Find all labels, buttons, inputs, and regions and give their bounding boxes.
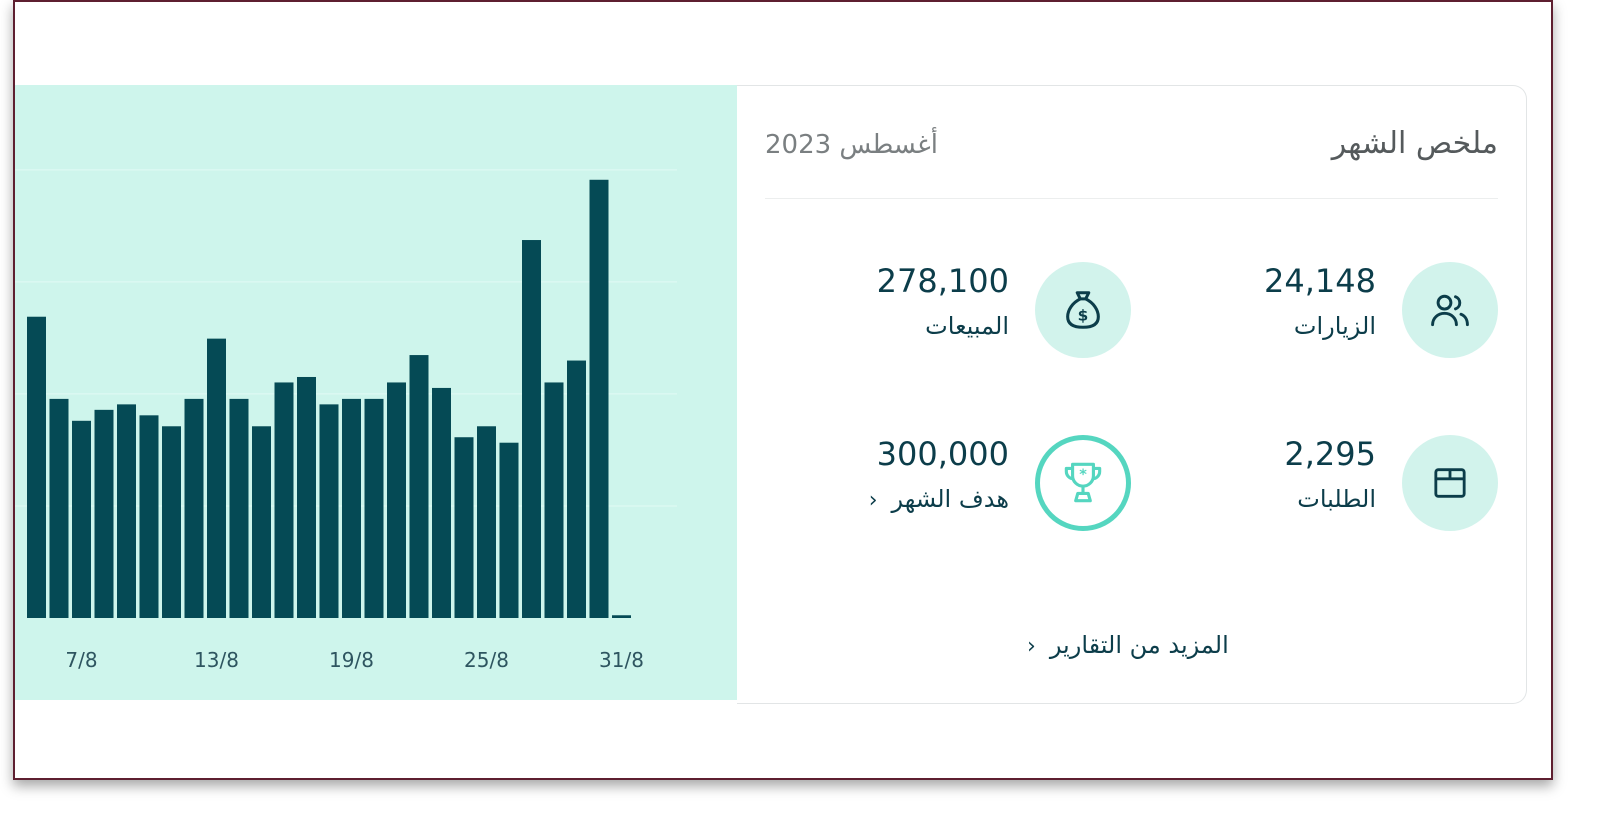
bar-28/8 (544, 382, 564, 618)
sales-icon-circle: $ (1035, 262, 1131, 358)
bar-15/8 (252, 426, 271, 618)
visits-value: 24,148 (1264, 262, 1376, 300)
bar-9/8 (117, 404, 136, 618)
goal-value: 300,000 (876, 435, 1009, 473)
bar-19/8 (342, 398, 361, 618)
bar-12/8 (184, 398, 204, 618)
svg-text:$: $ (1078, 307, 1089, 325)
sales-value: 278,100 (876, 262, 1009, 300)
more-reports-link[interactable]: المزيد من التقارير ‹ (1027, 631, 1229, 659)
goal-progress-ring: * (1035, 435, 1131, 531)
bar-29/8 (567, 360, 586, 618)
stat-goal: * 300,000 هدف الشهر ‹ (771, 429, 1131, 539)
bar-30/8 (589, 179, 609, 618)
orders-icon-circle (1402, 435, 1498, 531)
goal-link[interactable]: هدف الشهر ‹ (869, 485, 1009, 513)
divider (765, 198, 1498, 199)
bar-26/8 (499, 442, 519, 618)
svg-text:*: * (1079, 466, 1087, 483)
bar-22/8 (409, 355, 429, 618)
bar-16/8 (274, 382, 294, 618)
x-tick-label: 7/8 (65, 648, 97, 672)
x-tick-label: 13/8 (194, 648, 239, 672)
bar-13/8 (207, 338, 226, 618)
more-reports-label: المزيد من التقارير (1049, 631, 1229, 659)
bar-21/8 (387, 382, 406, 618)
orders-value: 2,295 (1284, 435, 1376, 473)
bar-27/8 (522, 240, 541, 619)
bar-7/8 (72, 420, 91, 618)
bar-23/8 (432, 387, 451, 618)
users-icon (1428, 288, 1472, 332)
stat-orders: 2,295 الطلبات (1138, 429, 1498, 539)
sales-label: المبيعات (925, 312, 1009, 340)
daily-chart: 7/8 13/8 19/8 25/8 31/8 (15, 85, 737, 700)
money-bag-icon: $ (1060, 287, 1106, 333)
x-tick-label: 19/8 (329, 648, 374, 672)
orders-label: الطلبات (1297, 485, 1376, 513)
bar-31/8 (612, 615, 631, 618)
bar-10/8 (139, 415, 159, 618)
stat-visits: 24,148 الزيارات (1138, 256, 1498, 366)
bar-chart-svg: 7/8 13/8 19/8 25/8 31/8 (15, 169, 677, 672)
window-frame: 7/8 13/8 19/8 25/8 31/8 ملخص الشهر أغسطس 202… (13, 0, 1553, 780)
bar-25/8 (477, 426, 496, 618)
stat-sales: $ 278,100 المبيعات (771, 256, 1131, 366)
card-date: أغسطس 2023 (765, 130, 938, 160)
chevron-left-icon: ‹ (868, 488, 878, 513)
bar-8/8 (94, 409, 114, 618)
bar-6/8 (49, 398, 69, 618)
bar-14/8 (229, 398, 249, 618)
bar-20/8 (364, 398, 384, 618)
card-title: ملخص الشهر (1331, 126, 1498, 161)
x-tick-label: 25/8 (464, 648, 509, 672)
x-tick-label: 31/8 (599, 648, 644, 672)
trophy-icon: * (1058, 458, 1108, 508)
bar-18/8 (319, 404, 339, 618)
goal-label: هدف الشهر (891, 485, 1009, 513)
box-icon (1430, 463, 1470, 503)
visits-icon-circle (1402, 262, 1498, 358)
chevron-left-icon: ‹ (1027, 634, 1036, 659)
month-summary-card: ملخص الشهر أغسطس 2023 24,148 الزيارات (737, 85, 1527, 704)
visits-label: الزيارات (1293, 312, 1376, 340)
bar-5/8 (27, 316, 46, 618)
bar-17/8 (297, 376, 316, 618)
bar-11/8 (162, 426, 181, 618)
bar-24/8 (454, 437, 474, 618)
